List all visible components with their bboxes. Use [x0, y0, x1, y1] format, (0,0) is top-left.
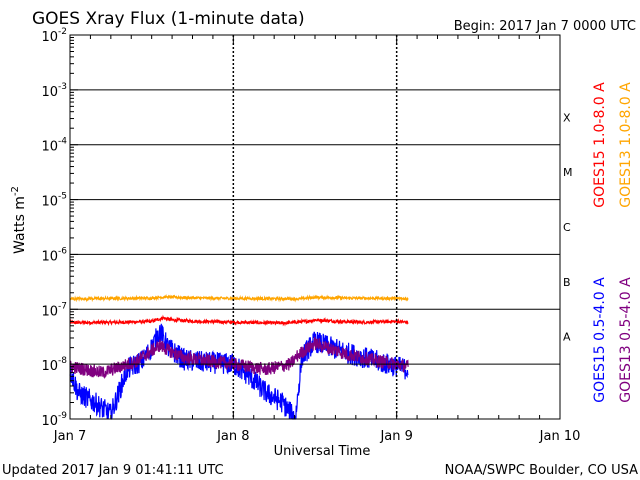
x-tick-label: Jan 10 [539, 429, 581, 444]
y-tick-label: 10 [41, 414, 58, 429]
legend-entry-4: GOES13 0.5-4.0 A [618, 277, 634, 403]
series-line-3 [69, 323, 409, 420]
x-tick-label: Jan 8 [216, 429, 249, 444]
grid-layer [70, 35, 560, 419]
y-tick-label: 10 [41, 140, 58, 155]
flare-class-A: A [563, 331, 571, 344]
legend-entry-2: GOES13 1.0-8.0 A [618, 82, 634, 208]
flare-class-B: B [563, 276, 571, 289]
y-axis-label: Watts m [12, 196, 28, 254]
series-line-4 [69, 336, 409, 380]
y-tick-label-exponent: -4 [58, 137, 67, 147]
chart-title: GOES Xray Flux (1-minute data) [32, 9, 305, 29]
series-line-2 [69, 294, 409, 303]
y-tick-label: 10 [41, 30, 58, 45]
y-tick-label-exponent: -6 [58, 246, 67, 256]
x-axis-title: Universal Time [274, 444, 371, 459]
y-tick-label: 10 [41, 85, 58, 100]
y-axis-label-exponent: -2 [10, 186, 21, 196]
y-tick-label: 10 [41, 195, 58, 210]
y-tick-label-exponent: -9 [58, 411, 67, 421]
y-tick-label: 10 [41, 304, 58, 319]
x-tick-label: Jan 9 [379, 429, 412, 444]
y-tick-label-exponent: -7 [58, 301, 67, 311]
legend-entry-3: GOES15 0.5-4.0 A [592, 277, 608, 403]
flare-class-M: M [563, 166, 573, 179]
updated-timestamp: Updated 2017 Jan 9 01:41:11 UTC [2, 463, 224, 478]
y-tick-label-exponent: -3 [58, 82, 67, 92]
svg-text:Watts m-2: Watts m-2 [10, 186, 28, 254]
legend-entry-1: GOES15 1.0-8.0 A [592, 82, 608, 208]
y-tick-label-exponent: -8 [58, 356, 67, 366]
y-tick-label: 10 [41, 249, 58, 264]
series-line-1 [69, 314, 409, 327]
x-tick-label: Jan 7 [53, 429, 86, 444]
y-axis-title: Watts m-2 [10, 186, 28, 254]
y-tick-label-exponent: -5 [58, 192, 67, 202]
y-tick-label: 10 [41, 359, 58, 374]
legend: GOES15 1.0-8.0 A GOES13 1.0-8.0 A GOES15 0… [592, 82, 634, 403]
flare-class-X: X [563, 111, 571, 124]
begin-label: Begin: 2017 Jan 7 0000 UTC [454, 19, 636, 34]
credit-label: NOAA/SWPC Boulder, CO USA [445, 463, 638, 478]
flare-class-C: C [563, 221, 571, 234]
y-tick-label-exponent: -2 [58, 27, 67, 37]
series-layer [69, 294, 409, 420]
